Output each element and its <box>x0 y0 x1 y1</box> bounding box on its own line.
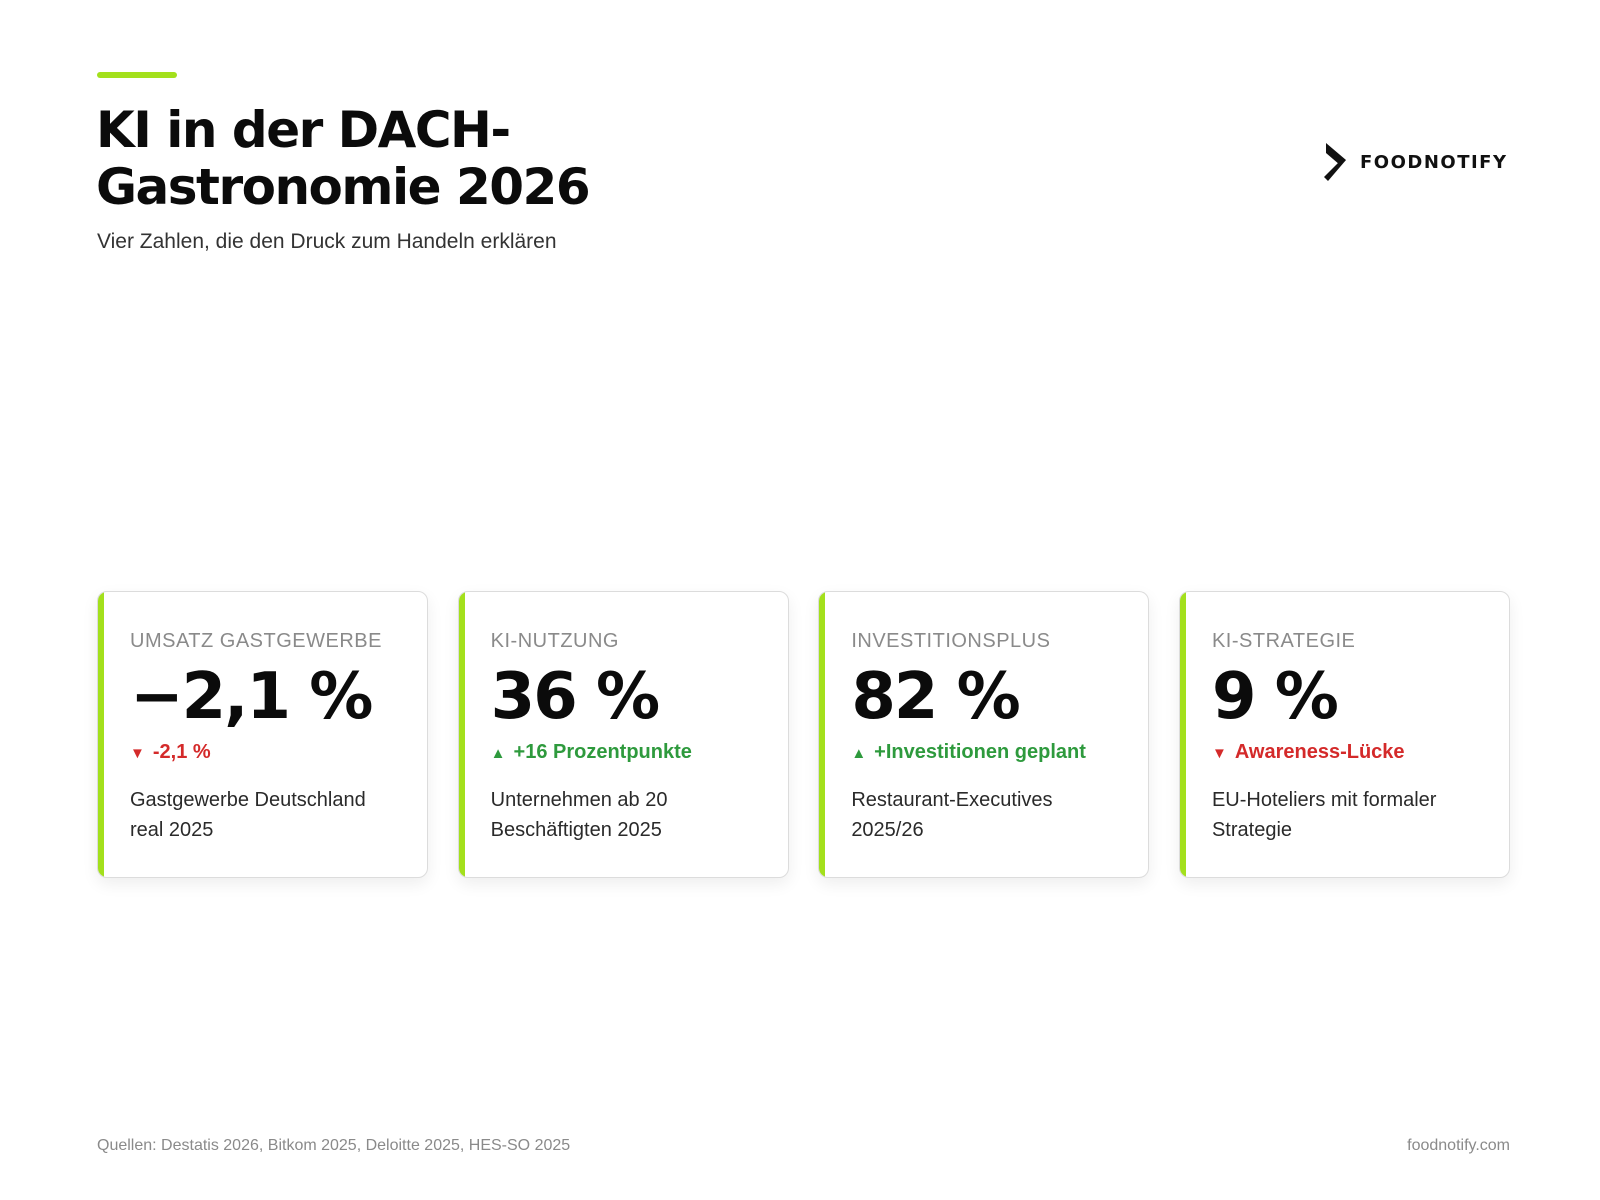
title-accent-bar <box>97 72 177 78</box>
card-trend-text: Awareness-Lücke <box>1234 741 1405 763</box>
card-description-line: Restaurant-Executives <box>851 789 1053 811</box>
card-value: 9 % <box>1211 660 1339 734</box>
footer-website-link[interactable]: foodnotify.com <box>1407 1137 1510 1154</box>
trend-down-icon: ▼ <box>130 745 145 762</box>
card-trend: ▲ +16 Prozentpunkte <box>491 741 692 764</box>
card-label: KI-STRATEGIE <box>1211 630 1356 652</box>
trend-up-icon: ▲ <box>851 745 867 762</box>
page-title-line-1: KI in der DACH- <box>96 101 511 159</box>
card-label: INVESTITIONSPLUS <box>851 630 1051 652</box>
card-accent-stripe <box>819 592 826 877</box>
kpi-card-umsatz: UMSATZ GASTGEWERBE −2,1 % ▼ -2,1 % Gastge… <box>97 591 428 878</box>
card-trend-text: +Investitionen geplant <box>874 741 1086 763</box>
card-description-line: Gastgewerbe Deutschland <box>130 789 366 811</box>
trend-down-icon: ▼ <box>1211 745 1227 762</box>
page-subtitle: Vier Zahlen, die den Druck zum Handeln e… <box>97 230 557 253</box>
brand-logo: FOODNOTIFY <box>1324 143 1508 181</box>
card-trend-text: -2,1 % <box>152 741 211 763</box>
card-label: UMSATZ GASTGEWERBE <box>130 630 382 652</box>
card-description: Unternehmen ab 20 Beschäftigten 2025 <box>491 785 771 845</box>
page-title: KI in der DACH- Gastronomie 2026 <box>96 102 736 216</box>
kpi-card-ki-nutzung: KI-NUTZUNG 36 % ▲ +16 Prozentpunkte Unter… <box>457 591 789 878</box>
card-description-line: 2025/26 <box>851 819 924 841</box>
card-accent-stripe <box>1179 592 1186 877</box>
kpi-card-row: UMSATZ GASTGEWERBE −2,1 % ▼ -2,1 % Gastge… <box>97 591 1510 878</box>
card-description-line: Beschäftigten 2025 <box>490 819 662 841</box>
card-trend-text: +16 Prozentpunkte <box>513 741 692 763</box>
foodnotify-logo-icon <box>1324 143 1346 181</box>
card-value: −2,1 % <box>130 660 373 734</box>
card-description-line: Unternehmen ab 20 <box>490 789 668 811</box>
card-description: Restaurant-Executives 2025/26 <box>851 785 1131 845</box>
card-trend: ▲ +Investitionen geplant <box>851 741 1086 764</box>
card-value: 36 % <box>490 660 660 734</box>
card-description-line: EU-Hoteliers mit formaler <box>1211 789 1437 811</box>
card-description-line: real 2025 <box>130 819 214 841</box>
kpi-card-investitionsplus: INVESTITIONSPLUS 82 % ▲ +Investitionen ge… <box>818 591 1150 878</box>
card-trend: ▼ -2,1 % <box>130 741 211 764</box>
brand-logo-text: FOODNOTIFY <box>1360 151 1508 173</box>
card-label: KI-NUTZUNG <box>490 630 619 652</box>
card-value: 82 % <box>851 660 1020 734</box>
card-description-line: Strategie <box>1211 819 1293 841</box>
kpi-card-ki-strategie: KI-STRATEGIE 9 % ▼ Awareness-Lücke EU-Hot… <box>1178 591 1510 878</box>
page-title-line-2: Gastronomie 2026 <box>96 158 591 216</box>
card-description: Gastgewerbe Deutschland real 2025 <box>130 785 410 845</box>
card-description: EU-Hoteliers mit formaler Strategie <box>1212 785 1492 845</box>
card-trend: ▼ Awareness-Lücke <box>1212 741 1405 764</box>
footer-sources: Quellen: Destatis 2026, Bitkom 2025, Del… <box>97 1137 571 1154</box>
trend-up-icon: ▲ <box>490 745 506 762</box>
card-accent-stripe <box>458 592 465 877</box>
card-accent-stripe <box>98 592 104 877</box>
